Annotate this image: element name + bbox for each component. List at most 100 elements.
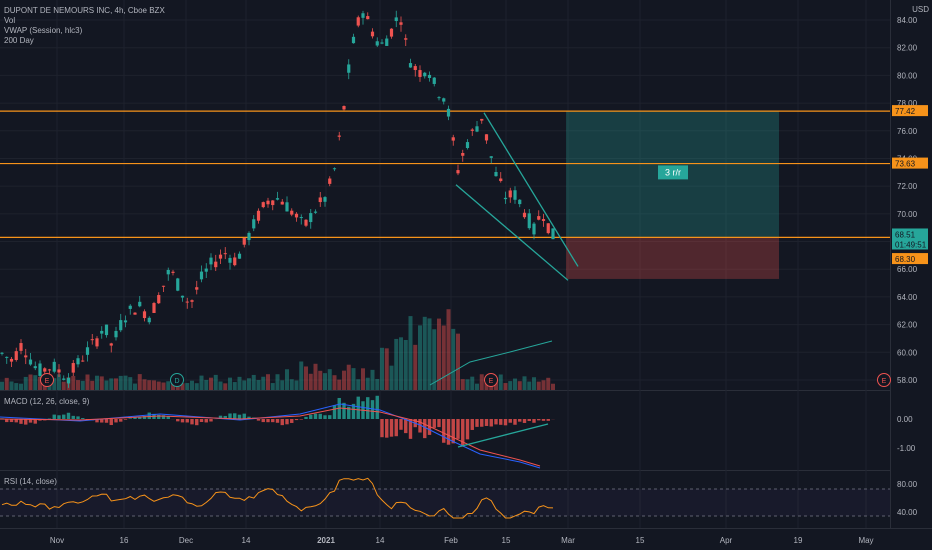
candle-body [166,269,170,275]
vwap-line [429,340,553,386]
horizontal-levels[interactable] [0,110,890,238]
volume-bar [95,375,99,390]
volume-bar [85,374,90,390]
candle-body [100,330,104,334]
candle-body [228,257,232,263]
volume-bar [441,325,446,390]
macd-histogram-bar [527,419,531,422]
price-label: 68.51 [895,230,916,239]
volume-bar [123,375,128,390]
candle-body [233,257,237,266]
candle-body [480,118,484,121]
price-axis-separator [890,0,891,528]
grid [0,0,932,529]
candle-body [252,219,256,229]
candle-body [442,98,446,102]
macd-tick-label: 0.00 [897,415,913,424]
macd-histogram-bar [119,419,123,422]
macd-histogram-bar [95,419,99,423]
candle-body [418,70,422,77]
price-axis[interactable]: 84.0082.0080.0078.0076.0074.0072.0070.00… [892,16,928,517]
volume-bar [394,338,399,390]
candle-body [157,295,161,304]
volume-bar [451,328,456,390]
candle-body [541,219,546,221]
candles [0,10,555,388]
candle-body [423,72,427,77]
macd-histogram-bar [342,402,346,419]
volume-bar [527,381,532,390]
price-label-box [892,253,928,265]
candle-body [546,223,550,234]
macd-histogram-bar [446,419,451,445]
volume-bar [503,383,508,390]
volume-bar [418,325,422,390]
macd-histogram-bar [299,419,303,420]
volume-bar [76,380,80,390]
macd-pane [0,395,555,469]
macd-histogram-bar [351,403,356,419]
macd-histogram-bar [385,419,389,438]
event-marker-circle [484,373,498,387]
volume-bar [484,382,489,390]
volume-bar [199,375,204,390]
macd-histogram-bar [508,419,512,423]
macd-histogram-bar [513,419,517,425]
volume-bar [28,374,33,390]
candle-body [527,213,531,229]
macd-histogram-bar [541,419,546,421]
price-tick-label: 66.00 [897,265,918,274]
candle-body [304,219,308,226]
candle-body [218,254,223,259]
candle-body [503,197,508,200]
candle-body [328,178,332,184]
candle-body [361,13,365,18]
macd-histogram-bar [185,419,189,423]
candle-body [347,64,351,73]
volume-bar [256,380,261,390]
price-label-box [892,105,928,117]
volume-bar [99,376,104,390]
volume-bar [342,370,346,390]
volume-bar [446,309,451,390]
macd-histogram-bar [81,418,85,419]
candle-body [499,178,503,182]
volume-bar [403,339,408,390]
macd-histogram-bar [294,419,299,421]
macd-divergence-line [457,423,549,448]
time-tick-label: Dec [179,536,193,545]
stop-zone [566,237,779,279]
event-marker-label: E [489,378,494,385]
volume-bar [80,380,85,390]
candle-body [266,200,270,205]
position-tool[interactable]: 3 r/r [566,111,779,279]
falling-wedge[interactable] [455,112,579,281]
volume-bar [308,373,313,390]
macd-histogram-bar [5,419,9,423]
volume-bar [460,379,465,390]
symbol-title: DUPONT DE NEMOURS INC, 4h, Cboe BZX [4,6,165,15]
event-marker-circle [877,373,891,387]
macd-histogram-bar [285,419,289,425]
candle-body [427,74,432,78]
macd-line [0,403,541,469]
currency-label: USD [912,5,929,14]
signal-line [0,407,541,467]
rsi-pane [0,477,890,519]
volume-bar [218,381,223,390]
macd-histogram-bar [537,419,541,421]
macd-histogram-bar [204,419,208,423]
volume-bar [142,379,147,390]
candle-body [133,312,137,315]
time-axis[interactable]: Nov 16 Dec 14 2021 14 Feb 15 Mar 15 Apr 19 May [50,536,874,545]
candle-body [90,339,94,341]
macd-histogram-bar [532,419,536,423]
macd-histogram-bar [57,415,61,419]
candle-body [33,366,37,369]
candle-body [461,152,465,156]
macd-histogram-bar [242,413,246,419]
price-label-box [892,238,928,250]
pane-separator [0,390,890,391]
